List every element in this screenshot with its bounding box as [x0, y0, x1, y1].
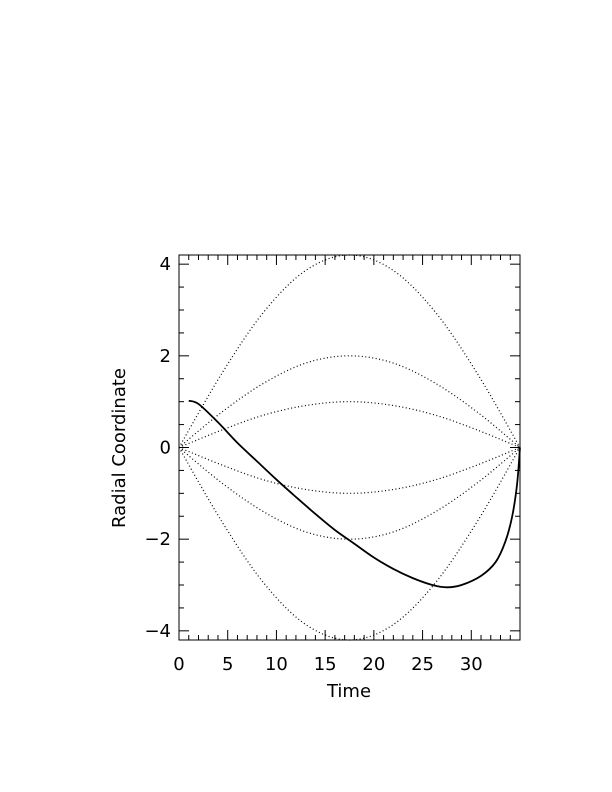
- y-tick-label: 0: [160, 438, 171, 459]
- x-tick-label: 10: [265, 654, 288, 675]
- y-tick-label: −2: [144, 529, 171, 550]
- series-layer: [178, 254, 521, 641]
- x-axis-title: Time: [326, 681, 371, 702]
- axes-layer: 0 5 10 15 20 25 30 −4 −2 0 2 4: [144, 254, 520, 675]
- dotted-series-line-2: [178, 447, 521, 641]
- y-tick-label: 2: [160, 346, 171, 367]
- x-tick-label: 0: [173, 654, 184, 675]
- x-tick-label: 25: [411, 654, 434, 675]
- x-tick-label: 20: [362, 654, 385, 675]
- dotted-series-line-1: [178, 254, 521, 448]
- x-tick-label: 30: [460, 654, 483, 675]
- solid-series-line: [188, 399, 521, 589]
- dotted-series-line-3: [178, 355, 521, 448]
- dotted-series-line-4: [178, 447, 521, 540]
- dotted-series-line-5: [178, 401, 521, 449]
- plot-frame: [178, 254, 521, 641]
- y-tick-label: 4: [160, 254, 171, 275]
- y-axis-title: Radial Coordinate: [109, 368, 130, 528]
- y-tick-label: −4: [144, 621, 171, 642]
- x-tick-label: 15: [314, 654, 337, 675]
- dotted-series-line-6: [178, 446, 521, 494]
- x-tick-label: 5: [222, 654, 233, 675]
